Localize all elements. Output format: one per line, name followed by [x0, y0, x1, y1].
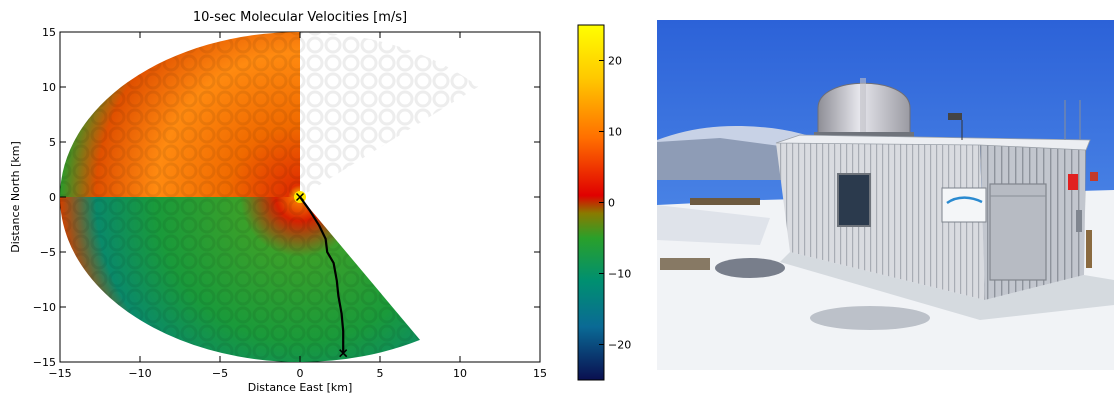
y-tick-label: −10 [33, 301, 56, 314]
axes: −15 −10 −5 0 5 10 15 −15 −10 −5 0 5 10 15 [33, 26, 547, 380]
building-front [776, 143, 985, 300]
track-start-marker [295, 192, 305, 202]
building-window [837, 173, 871, 227]
colorbar-tick-label: −10 [608, 268, 631, 281]
x-tick-label: 10 [453, 367, 467, 380]
observatory-photo [657, 20, 1114, 370]
colorbar-tick-label: 0 [608, 197, 615, 210]
velocity-chart: 10-sec Molecular Velocities [m/s] −15 −10… [9, 10, 547, 394]
sector-texture-lower [60, 197, 420, 362]
x-tick-label: 0 [297, 367, 304, 380]
x-tick-label: −5 [212, 367, 228, 380]
scan-sector [60, 31, 479, 362]
y-tick-label: −5 [40, 246, 56, 259]
x-tick-label: −10 [128, 367, 151, 380]
x-tick-label: 5 [377, 367, 384, 380]
x-tick-label: 15 [533, 367, 547, 380]
track-line-group [295, 192, 348, 358]
y-tick-label: −15 [33, 356, 56, 369]
colorbar-tick-label: 20 [608, 55, 622, 68]
x-axis-label: Distance East [km] [248, 381, 353, 394]
colorbar-tick-label: −20 [608, 339, 631, 352]
x-tick-label: −15 [48, 367, 71, 380]
colorbar-ticks: 20 10 0 −10 −20 [599, 55, 631, 352]
y-tick-label: 0 [49, 191, 56, 204]
colorbar-tick-label: 10 [608, 126, 622, 139]
y-tick-label: 15 [42, 26, 56, 39]
sector-texture-upper [60, 31, 479, 197]
track-end-marker [339, 349, 348, 358]
y-axis-label: Distance North [km] [9, 141, 22, 253]
track-line [299, 196, 345, 354]
y-tick-label: 5 [49, 136, 56, 149]
colorbar: 20 10 0 −10 −20 [577, 24, 631, 381]
building-door [989, 183, 1047, 281]
chart-title: 10-sec Molecular Velocities [m/s] [193, 10, 407, 25]
sign-panel [941, 187, 987, 223]
y-tick-label: 10 [42, 81, 56, 94]
